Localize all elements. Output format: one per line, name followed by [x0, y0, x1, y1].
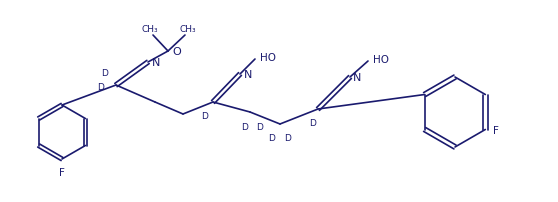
Text: CH₃: CH₃	[180, 24, 196, 33]
Text: F: F	[59, 167, 65, 177]
Text: N: N	[244, 70, 252, 80]
Text: CH₃: CH₃	[142, 24, 158, 33]
Text: D: D	[201, 112, 209, 121]
Text: HO: HO	[260, 53, 276, 63]
Text: D: D	[268, 134, 276, 143]
Text: D: D	[310, 119, 316, 128]
Text: N: N	[353, 73, 362, 83]
Text: D: D	[257, 122, 263, 131]
Text: F: F	[493, 125, 499, 135]
Text: D: D	[97, 83, 104, 92]
Text: HO: HO	[373, 55, 389, 65]
Text: D: D	[285, 134, 291, 143]
Text: N: N	[152, 58, 160, 68]
Text: O: O	[172, 47, 181, 57]
Text: D: D	[242, 122, 248, 131]
Text: D: D	[101, 69, 108, 78]
